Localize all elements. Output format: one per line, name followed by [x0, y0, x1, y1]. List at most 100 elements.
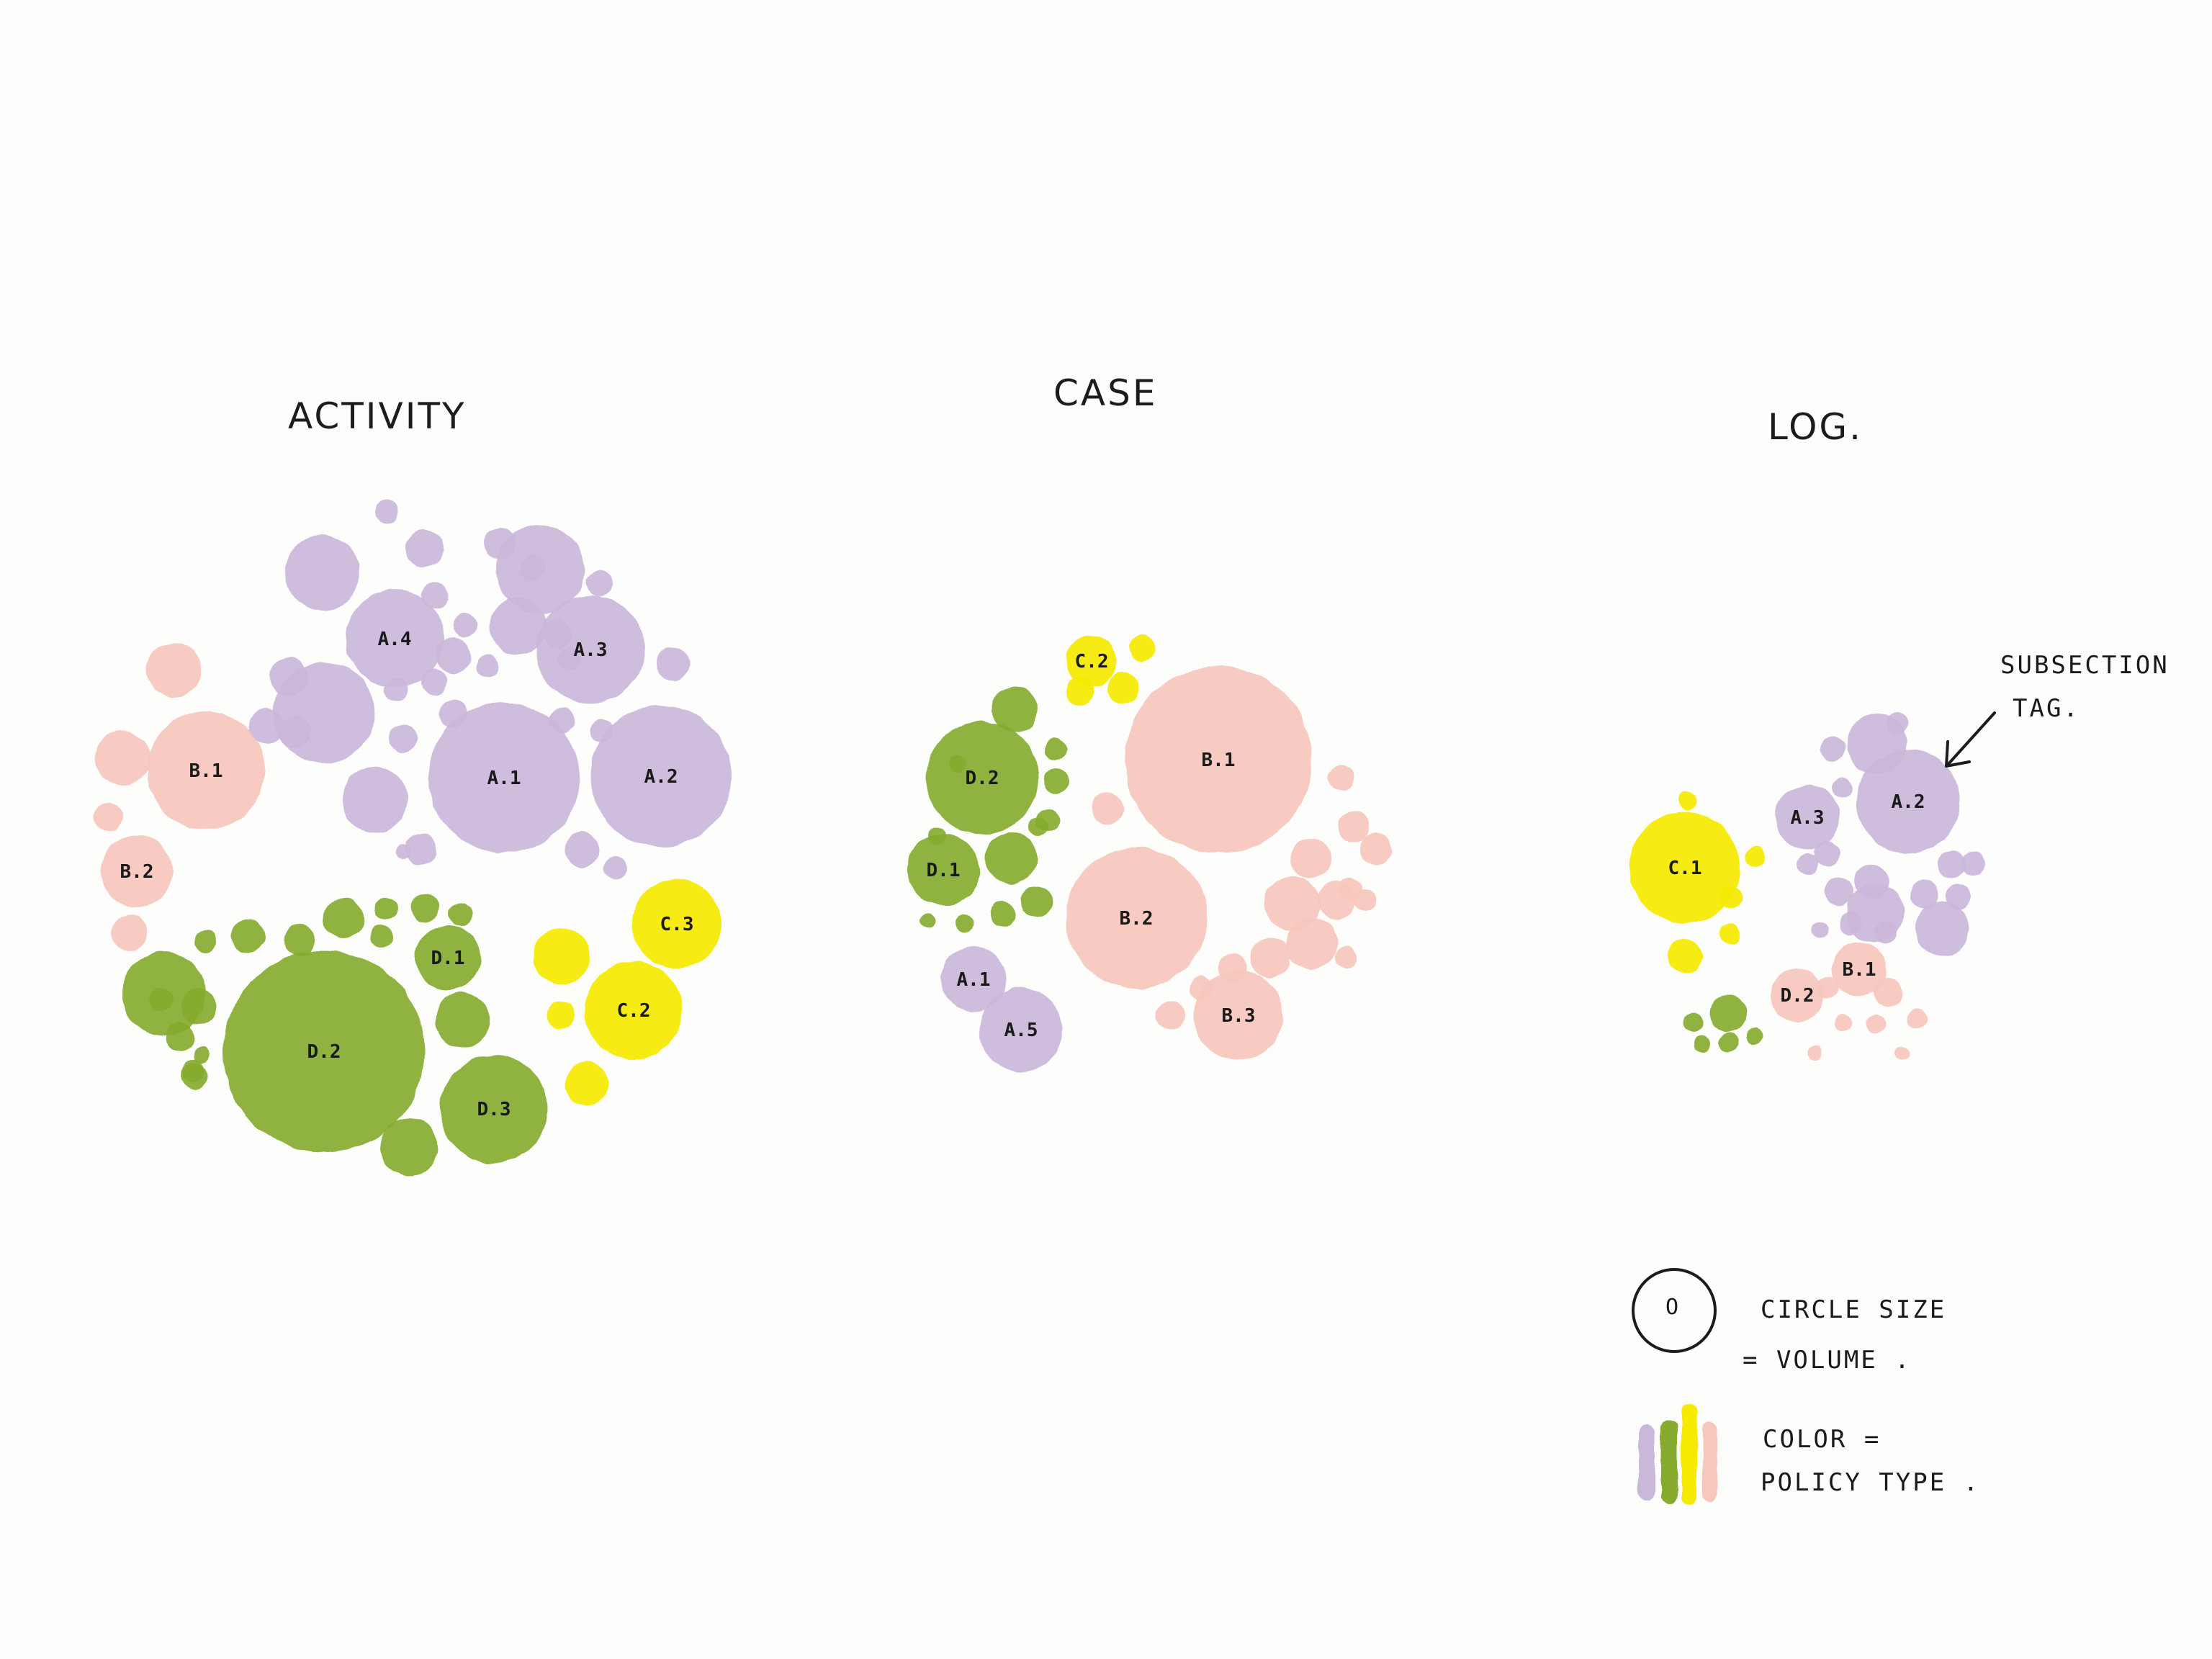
- bubble-clusters: [94, 500, 1984, 1176]
- bubble: [147, 642, 202, 697]
- bubble: [410, 894, 439, 923]
- labeled-bubble: [1066, 636, 1117, 686]
- labeled-bubble: [907, 834, 979, 906]
- bubble: [1129, 635, 1155, 661]
- labeled-bubble: [1832, 942, 1887, 997]
- bubble: [1683, 1012, 1704, 1033]
- bubble: [193, 1046, 210, 1064]
- bubble: [1886, 712, 1909, 735]
- bubble: [1866, 1014, 1886, 1034]
- bubble: [1720, 924, 1740, 944]
- bubble-label: B.1: [1202, 750, 1236, 771]
- bubble-label: A.1: [957, 969, 991, 991]
- labeled-bubble: [147, 711, 265, 830]
- bubble: [231, 919, 266, 953]
- bubble-label: C.3: [660, 914, 694, 935]
- bubble: [1946, 884, 1972, 909]
- bubble: [1338, 811, 1370, 842]
- bubble: [1678, 791, 1698, 811]
- labeled-bubble: [440, 1055, 548, 1163]
- bubble-label: D.2: [966, 768, 999, 789]
- bubble: [1839, 912, 1862, 935]
- bubble: [1354, 889, 1377, 912]
- bubble: [1336, 947, 1357, 968]
- bubble-labels: A.1 A.2 A.3 A.4 B.1 B.2 C.2 C.3 D.1 D.2 D.3 C.2 B.1 D…: [120, 629, 1925, 1120]
- labeled-bubble: [585, 961, 683, 1059]
- bubble: [547, 1001, 575, 1030]
- bubble-label: B.1: [189, 760, 223, 782]
- bubble: [181, 1060, 204, 1083]
- bubble: [989, 902, 1015, 927]
- bubble: [1961, 853, 1984, 876]
- bubble-label: A.5: [1004, 1020, 1038, 1041]
- bubble: [405, 834, 436, 866]
- bubble: [284, 925, 315, 956]
- labeled-bubble: [632, 879, 721, 968]
- bubble: [449, 903, 472, 926]
- bubble: [586, 570, 612, 596]
- bubble-label: A.2: [1892, 791, 1925, 813]
- bubble: [421, 582, 449, 609]
- bubble: [1043, 768, 1069, 794]
- bubble: [374, 897, 397, 920]
- labeled-bubble: [536, 595, 644, 703]
- bubble: [985, 832, 1037, 884]
- bubble: [533, 927, 590, 985]
- bubble: [1745, 1028, 1763, 1046]
- legend-color-swatches-icon: [1638, 1404, 1717, 1505]
- bubble: [95, 731, 150, 786]
- bubble-label: C.2: [617, 1000, 651, 1022]
- bubble: [1668, 939, 1702, 974]
- bubble: [1359, 834, 1391, 866]
- bubble-label: B.3: [1222, 1005, 1256, 1027]
- bubble: [1250, 938, 1290, 978]
- bubble-label: D.3: [477, 1099, 511, 1120]
- bubble: [122, 952, 206, 1035]
- bubble: [956, 914, 974, 932]
- labeled-bubble: [1775, 785, 1840, 850]
- bubble: [1745, 847, 1765, 867]
- bubble: [565, 1062, 608, 1105]
- bubble: [1092, 793, 1123, 824]
- bubble: [194, 930, 217, 953]
- bubble: [270, 657, 309, 696]
- bubble: [285, 535, 360, 610]
- bubble: [1812, 922, 1829, 939]
- bubble: [341, 767, 408, 833]
- bubble: [1286, 917, 1338, 969]
- bubble: [370, 925, 393, 948]
- bubble: [565, 832, 599, 867]
- bubble: [1937, 850, 1966, 878]
- bubble-label: A.2: [644, 766, 678, 788]
- labeled-bubble: [926, 721, 1038, 834]
- bubble: [1835, 1014, 1852, 1031]
- labeled-bubble: [1856, 750, 1960, 853]
- annotation-arrow-icon: [1946, 711, 1996, 766]
- bubble: [421, 669, 447, 695]
- bubble: [1107, 673, 1139, 704]
- bubble: [1895, 1046, 1910, 1061]
- legend-size-circle-icon: [1632, 1268, 1717, 1353]
- bubble: [1907, 1009, 1927, 1029]
- labeled-bubble: [101, 835, 173, 907]
- bubble: [1874, 921, 1897, 944]
- bubble: [656, 647, 691, 681]
- bubble: [1825, 877, 1853, 906]
- bubble: [112, 914, 148, 950]
- bubble: [380, 1118, 438, 1176]
- bubble: [1156, 1001, 1185, 1030]
- annotation-line-2: TAG.: [2013, 694, 2080, 723]
- bubble: [495, 524, 585, 613]
- bubble: [1807, 1046, 1822, 1061]
- legend-size-symbol: O: [1665, 1295, 1681, 1320]
- bubble: [476, 655, 499, 678]
- subsection-tag-annotation: SUBSECTION TAG.: [1945, 651, 2167, 768]
- bubble: [1915, 902, 1970, 956]
- bubble-label: A.3: [1791, 807, 1825, 829]
- labeled-bubble: [1194, 971, 1283, 1060]
- section-title-case: CASE: [1053, 372, 1157, 414]
- bubble-label: B.2: [1120, 908, 1154, 930]
- bubble: [1328, 765, 1354, 791]
- bubble: [1718, 1033, 1738, 1053]
